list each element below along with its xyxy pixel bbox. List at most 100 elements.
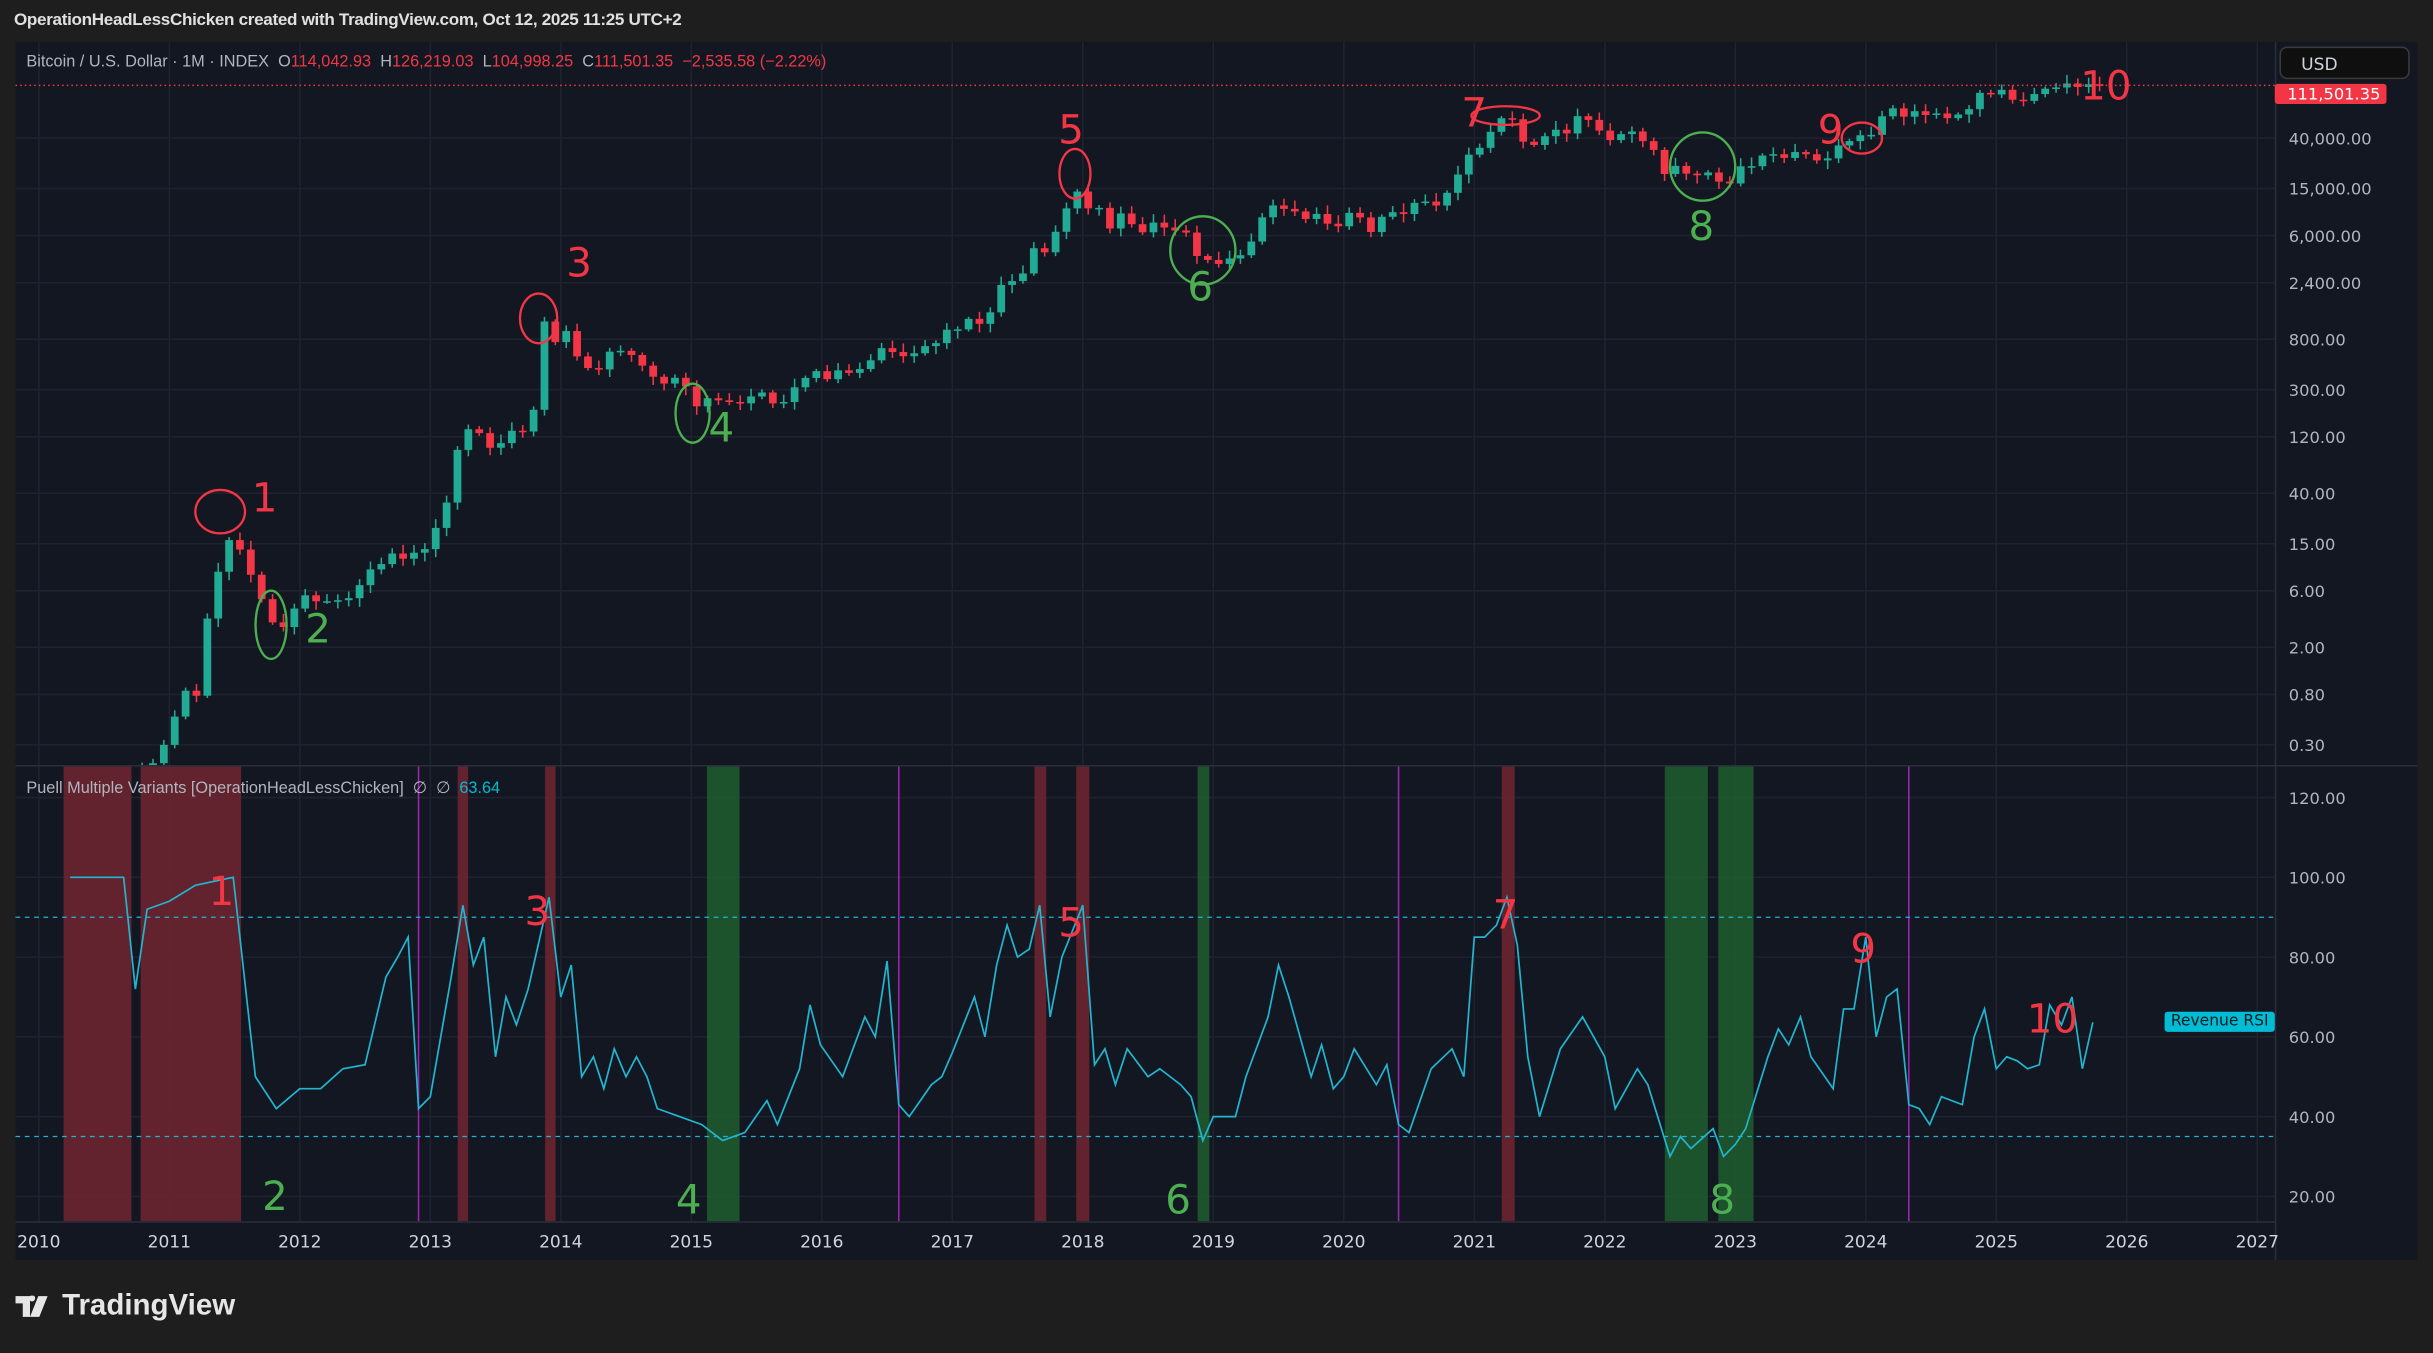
candle-body: [801, 377, 810, 388]
candle-body: [301, 595, 310, 609]
sell-zone-band: [1076, 766, 1090, 1222]
candle-body: [1660, 149, 1669, 174]
annotation-label: 4: [708, 404, 734, 451]
indicator-param-1: ∅: [412, 778, 428, 798]
price-tick-label: 0.30: [2289, 736, 2325, 755]
indicator-annotation-label: 9: [1850, 926, 1876, 973]
candle-body: [1312, 213, 1321, 219]
candle-body: [1834, 145, 1843, 159]
candle-body: [2008, 89, 2017, 100]
time-tick-label: 2023: [1714, 1233, 1757, 1253]
candle-body: [1943, 113, 1952, 119]
candle-body: [812, 371, 821, 378]
candle-body: [932, 343, 940, 347]
price-tick-label: 300.00: [2289, 381, 2346, 400]
price-tick-label: 6.00: [2289, 582, 2325, 601]
candle-body: [1747, 166, 1756, 168]
candle-body: [388, 553, 397, 565]
candle-body: [1867, 134, 1876, 137]
candle-body: [1421, 201, 1430, 204]
candle-body: [921, 346, 929, 354]
candle-body: [1475, 147, 1484, 155]
candle-body: [2030, 94, 2039, 101]
price-tick-label: 2.00: [2289, 639, 2325, 658]
candle-body: [1910, 111, 1919, 117]
annotation-label: 9: [1818, 107, 1844, 154]
price-tick-label: 0.80: [2289, 686, 2325, 705]
candle-body: [1954, 114, 1963, 119]
candle-body: [681, 377, 690, 387]
candle-body: [594, 368, 603, 370]
candle-body: [888, 348, 897, 353]
logo-text: TradingView: [62, 1289, 236, 1323]
candle-body: [355, 585, 364, 599]
candle-body: [1693, 173, 1702, 176]
candle-body: [660, 376, 668, 384]
candle-body: [1008, 281, 1016, 285]
candle-body: [431, 527, 440, 550]
time-tick-label: 2016: [800, 1233, 843, 1253]
candle-body: [736, 402, 745, 404]
candle-body: [377, 564, 386, 570]
sell-zone-band: [140, 766, 242, 1222]
candle-body: [1432, 201, 1441, 206]
candle-body: [2084, 84, 2093, 87]
currency-selector[interactable]: USD: [2279, 46, 2410, 80]
indicator-value: 63.64: [459, 778, 501, 798]
annotation-label: 8: [1689, 203, 1715, 250]
snapshot-banner: OperationHeadLessChicken created with Tr…: [13, 10, 682, 30]
price-tick-label: 2,400.00: [2289, 274, 2362, 293]
candle-body: [758, 392, 766, 397]
candle-body: [1715, 172, 1723, 182]
candle-body: [475, 429, 484, 434]
annotation-circle: [518, 292, 559, 345]
candle-body: [1040, 248, 1049, 253]
indicator-legend[interactable]: Puell Multiple Variants [OperationHeadLe…: [26, 779, 500, 798]
candle-body: [2063, 83, 2071, 88]
candle-body: [1551, 129, 1560, 137]
axes[interactable]: 2010 2011 2012 2013 2014 2015 2016 2017 2018 2019…: [15, 83, 2387, 1253]
tradingview-logo-icon: [15, 1295, 48, 1317]
candle-body: [497, 443, 505, 448]
candle-body: [562, 331, 571, 343]
candle-body: [1780, 154, 1789, 158]
annotation-circle: [1840, 121, 1884, 155]
candle-body: [1214, 259, 1223, 264]
low-label: L: [482, 52, 492, 72]
symbol-legend[interactable]: Bitcoin / U.S. Dollar · 1M · INDEX O114,…: [26, 53, 826, 72]
candle-body: [975, 318, 984, 324]
grid: [15, 41, 2275, 1222]
last-price-badge: [2274, 83, 2387, 105]
candle-body: [866, 360, 875, 370]
time-tick-label: 2019: [1192, 1233, 1235, 1253]
indicator-tick-label: 100.00: [2289, 869, 2346, 888]
candle-body: [1899, 108, 1908, 117]
time-tick-label: 2020: [1322, 1233, 1365, 1253]
candle-body: [2041, 88, 2050, 95]
indicator-annotation-label: 10: [2027, 995, 2078, 1042]
candle-body: [2019, 99, 2028, 102]
candle-body: [1519, 119, 1528, 142]
candle-body: [910, 353, 919, 357]
candle-body: [1856, 135, 1865, 142]
sell-zone-band: [1034, 766, 1047, 1222]
annotation-circle: [194, 488, 247, 535]
sell-zone-band: [545, 766, 556, 1222]
candle-body: [1464, 154, 1473, 175]
candle-body: [1769, 154, 1778, 156]
candle-body: [1802, 152, 1810, 155]
candle-body: [410, 552, 418, 559]
candle-body: [366, 569, 375, 586]
candle-body: [1138, 224, 1147, 233]
indicator-tick-label: 20.00: [2289, 1188, 2336, 1207]
candle-body: [834, 370, 842, 380]
tradingview-logo[interactable]: TradingView: [15, 1289, 236, 1323]
candle-body: [1182, 230, 1190, 233]
candle-body: [714, 398, 723, 401]
time-tick-label: 2018: [1061, 1233, 1104, 1253]
close-value: 111,501.35: [594, 52, 674, 72]
candle-body: [1356, 212, 1364, 218]
candle-body: [1410, 202, 1419, 215]
